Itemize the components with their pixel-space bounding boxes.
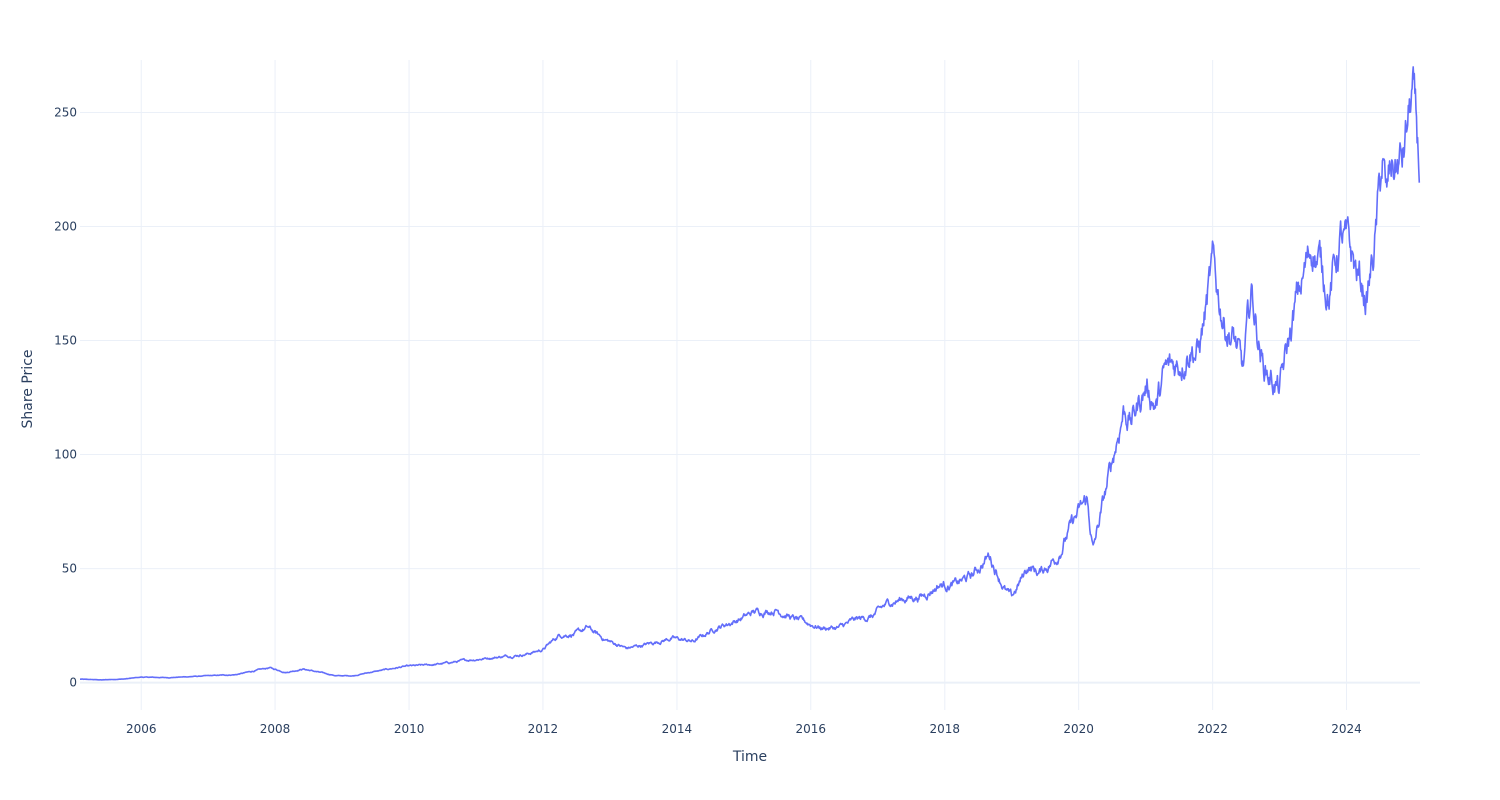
x-tick-label: 2006 [126, 722, 157, 736]
series-line [79, 66, 1421, 681]
x-tick-labels: 2006 2008 2010 2012 2014 2016 2018 2020 2022 2024 [126, 722, 1362, 736]
y-tick-labels: 0 50 100 150 200 250 [54, 105, 77, 689]
y-tick-label: 0 [69, 676, 77, 690]
x-tick-label: 2014 [662, 722, 693, 736]
x-gridlines [140, 60, 1347, 710]
x-axis-title: Time [732, 749, 767, 765]
x-tick-label: 2020 [1063, 722, 1094, 736]
x-tick-label: 2022 [1197, 722, 1228, 736]
x-tick-label: 2024 [1331, 722, 1362, 736]
y-tick-label: 50 [62, 562, 77, 576]
y-gridlines [80, 111, 1420, 684]
x-tick-label: 2018 [930, 722, 961, 736]
y-tick-label: 100 [54, 448, 77, 462]
y-tick-label: 250 [54, 105, 77, 119]
x-tick-label: 2010 [394, 722, 425, 736]
y-tick-label: 200 [54, 219, 77, 233]
x-tick-label: 2008 [260, 722, 291, 736]
y-tick-label: 150 [54, 334, 77, 348]
x-tick-label: 2016 [796, 722, 827, 736]
series-layer [79, 66, 1421, 681]
x-tick-label: 2012 [528, 722, 559, 736]
y-axis-title: Share Price [20, 349, 36, 428]
